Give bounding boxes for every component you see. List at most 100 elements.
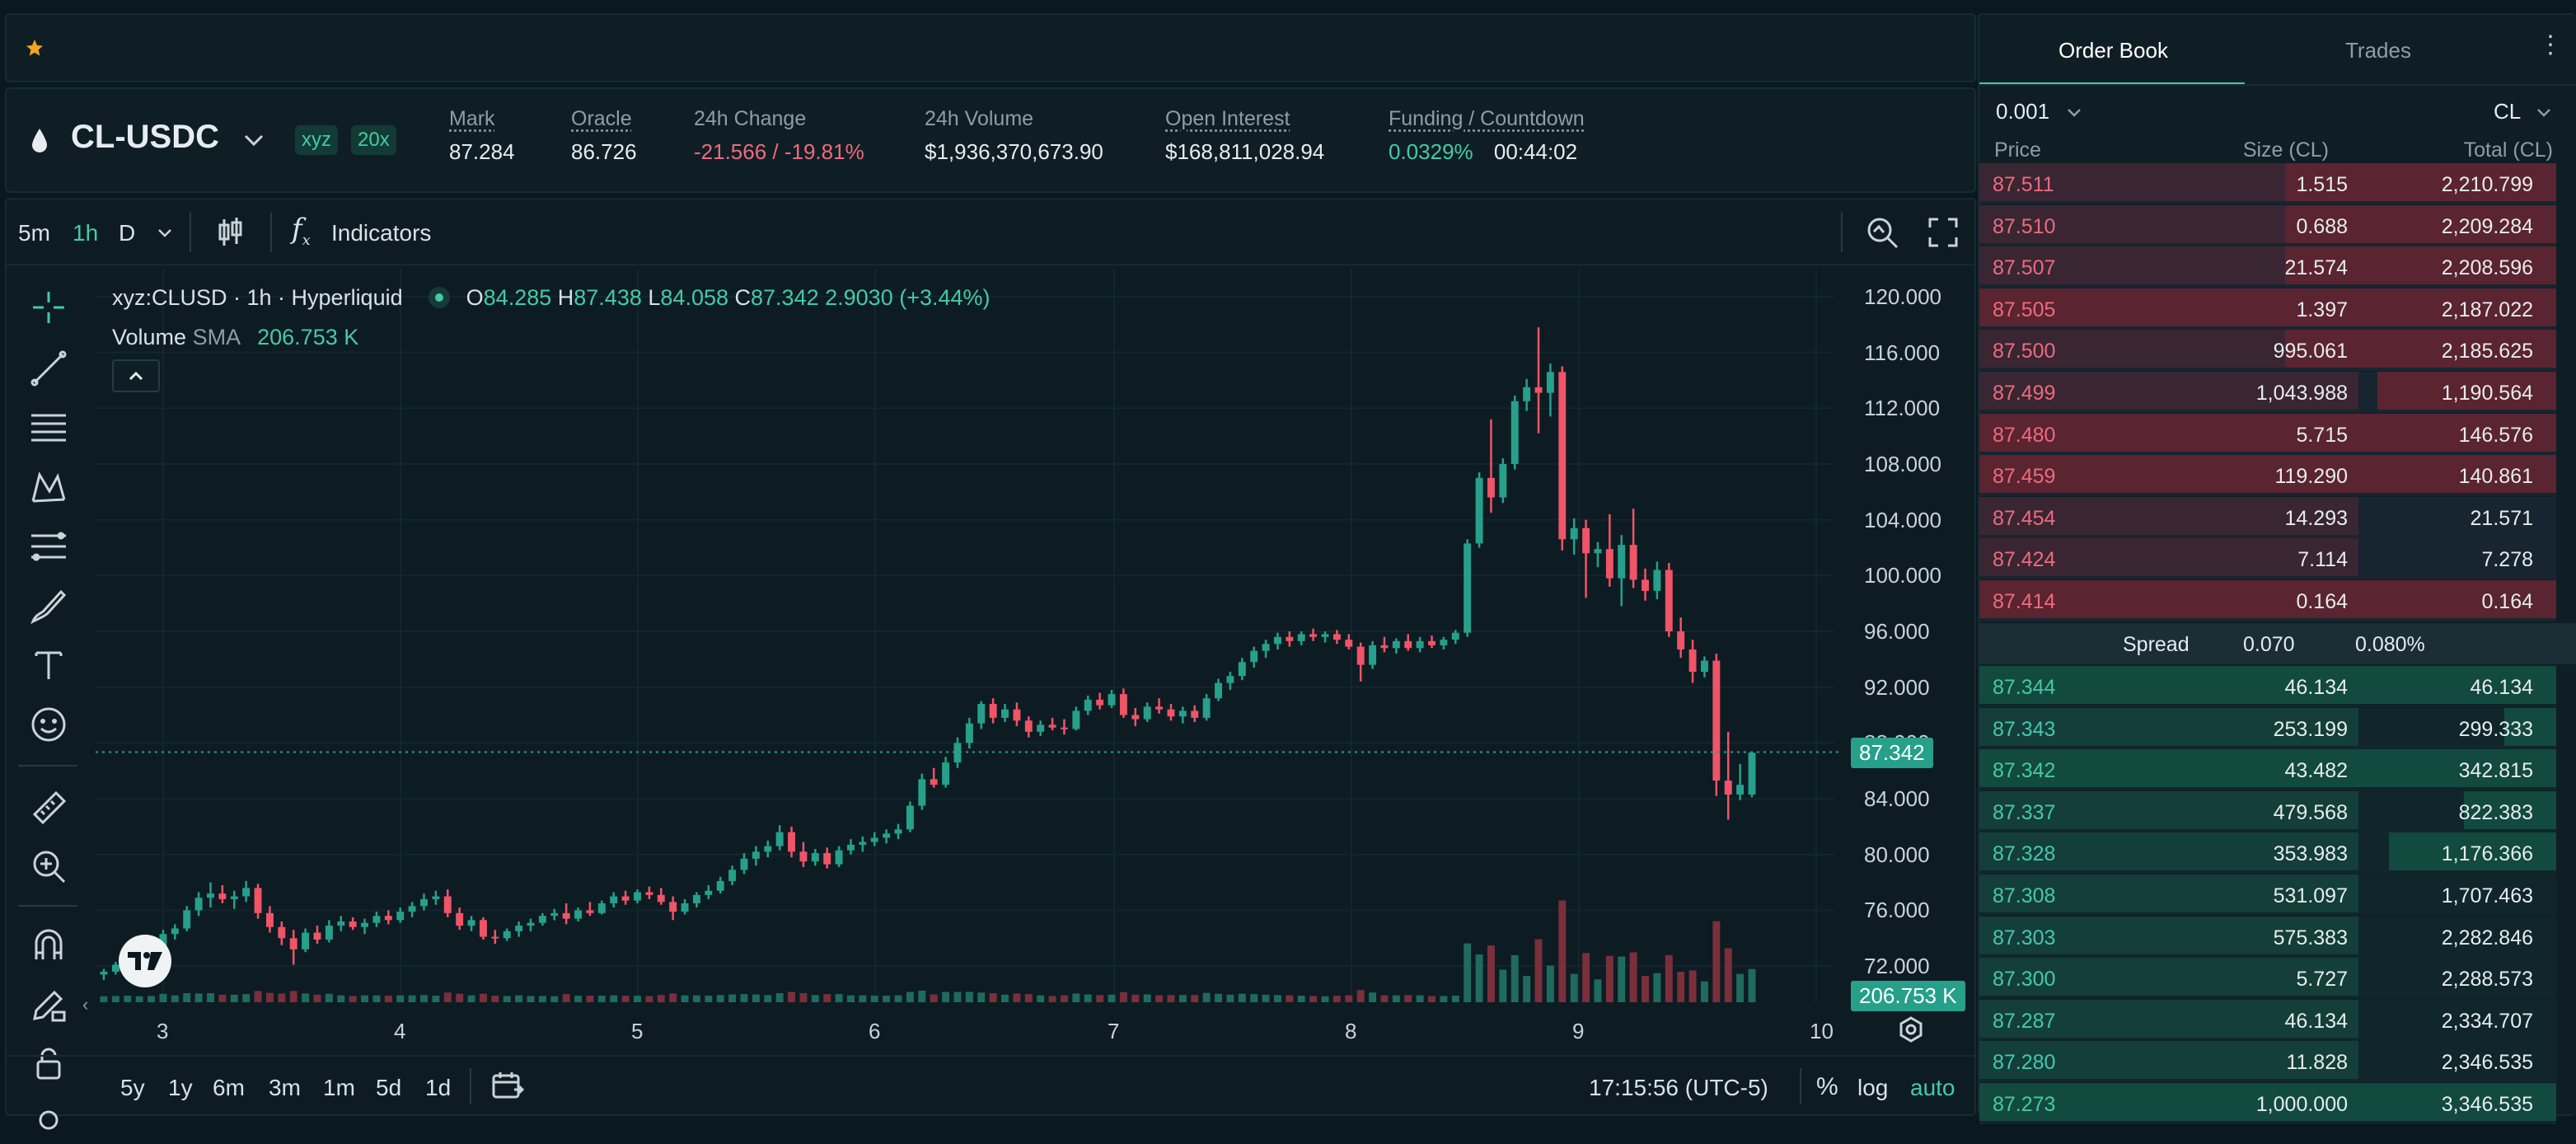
zoom-in-tool[interactable] (25, 842, 73, 890)
ask-row[interactable]: 87.414 0.164 0.164 (1979, 580, 2556, 621)
crosshair-tool[interactable] (25, 284, 73, 331)
volume-bar (1582, 953, 1590, 1002)
ask-row[interactable]: 87.500 995.061 2,185.625 (1979, 330, 2556, 372)
fib-tool[interactable] (25, 523, 73, 570)
bid-row[interactable]: 87.273 1,000.000 3,346.535 (1979, 1083, 2556, 1124)
candle-down (1096, 699, 1104, 706)
range-6m[interactable]: 6m (213, 1075, 245, 1100)
chart-panel (5, 198, 1976, 1116)
ask-row[interactable]: 87.454 14.293 21.571 (1979, 496, 2556, 538)
star-icon[interactable] (25, 38, 44, 58)
tick-size-value: 0.001 (1996, 99, 2050, 124)
more-menu-icon[interactable]: ⋮ (2538, 31, 2563, 59)
fx-icon[interactable]: fx (292, 213, 311, 249)
emoji-tool[interactable] (25, 701, 73, 748)
tab-trades[interactable]: Trades (2345, 38, 2411, 63)
volume-bar (1001, 994, 1009, 1002)
order-size: 253.199 (2273, 717, 2348, 741)
range-5y[interactable]: 5y (120, 1075, 145, 1100)
tick-size-select[interactable]: 0.001 (1996, 99, 2083, 124)
lock-pencil-tool[interactable] (25, 981, 73, 1029)
range-5d[interactable]: 5d (376, 1075, 402, 1100)
collapse-legend-button[interactable] (112, 359, 160, 392)
crosshair-icon (33, 292, 64, 323)
ask-row[interactable]: 87.459 119.290 140.861 (1979, 455, 2556, 497)
horizontal-lines-tool[interactable] (25, 404, 73, 452)
bid-row[interactable]: 87.300 5.727 2,288.573 (1979, 958, 2556, 1000)
unit-select[interactable]: CL (2494, 99, 2553, 124)
trendline-tool[interactable] (25, 345, 73, 392)
bid-row[interactable]: 87.328 353.983 1,176.366 (1979, 832, 2556, 874)
brush-tool[interactable] (25, 582, 73, 630)
eye-tool[interactable] (25, 1096, 73, 1144)
scroll-left-icon[interactable]: ‹ (82, 994, 89, 1015)
chart-clock[interactable]: 17:15:56 (UTC-5) (1589, 1075, 1768, 1100)
percent-toggle[interactable]: % (1816, 1073, 1838, 1100)
ask-row[interactable]: 87.424 7.114 7.278 (1979, 538, 2556, 580)
market-pair[interactable]: CL-USDC (71, 119, 219, 155)
bid-row[interactable]: 87.343 253.199 299.333 (1979, 707, 2556, 749)
ask-row[interactable]: 87.510 0.688 2,209.284 (1979, 204, 2556, 246)
candle-up (681, 903, 689, 912)
volume-bar (847, 995, 855, 1002)
bid-row[interactable]: 87.344 46.134 46.134 (1979, 666, 2556, 707)
range-1y[interactable]: 1y (168, 1075, 193, 1100)
volume-bar (337, 995, 345, 1002)
auto-toggle[interactable]: auto (1910, 1075, 1955, 1100)
candles-icon[interactable] (216, 216, 244, 249)
chevron-down-icon (2068, 109, 2082, 117)
candle-down (1724, 781, 1732, 795)
volume-bar (1618, 956, 1626, 1002)
order-size: 353.983 (2273, 842, 2348, 866)
zoom-in-icon (33, 851, 66, 884)
ask-row[interactable]: 87.511 1.515 2,210.799 (1979, 163, 2556, 204)
bid-row[interactable]: 87.337 479.568 822.383 (1979, 790, 2556, 832)
tradingview-logo[interactable] (119, 935, 171, 987)
range-1m[interactable]: 1m (323, 1075, 355, 1100)
order-size: 46.134 (2284, 676, 2348, 699)
ruler-tool[interactable] (25, 783, 73, 831)
timeframe-1h[interactable]: 1h (73, 220, 99, 246)
candle-up (1618, 545, 1626, 579)
range-3m[interactable]: 3m (269, 1075, 301, 1100)
bid-row[interactable]: 87.308 531.097 1,707.463 (1979, 874, 2556, 916)
ask-row[interactable]: 87.507 21.574 2,208.596 (1979, 246, 2556, 288)
candle-up (1475, 477, 1483, 544)
candlestick-chart[interactable] (96, 269, 1843, 1009)
stat-24h-change: 24h Change -21.566 / -19.81% (694, 107, 864, 165)
candle-down (1380, 645, 1389, 649)
fullscreen-icon[interactable] (1928, 218, 1958, 247)
zoom-search-icon[interactable] (1864, 214, 1900, 251)
text-tool[interactable] (25, 641, 73, 689)
chevron-down-icon[interactable] (242, 132, 265, 148)
volume-bar (977, 992, 986, 1002)
candle-up (574, 910, 582, 919)
ask-row[interactable]: 87.499 1,043.988 1,190.564 (1979, 372, 2556, 413)
magnet-tool[interactable] (25, 921, 73, 969)
ask-row[interactable]: 87.480 5.715 146.576 (1979, 413, 2556, 455)
bid-row[interactable]: 87.287 46.134 2,334.707 (1979, 999, 2556, 1041)
candle-up (859, 842, 867, 845)
settings-gear-icon[interactable] (1897, 1015, 1925, 1043)
indicators-button[interactable]: Indicators (331, 220, 432, 246)
size-bar (1979, 790, 2358, 829)
candle-down (586, 910, 594, 913)
pattern-tool[interactable] (25, 463, 73, 511)
lock-tool[interactable] (25, 1040, 73, 1088)
bid-row[interactable]: 87.280 11.828 2,346.535 (1979, 1041, 2556, 1083)
bid-row[interactable]: 87.303 575.383 2,282.846 (1979, 916, 2556, 958)
volume-bar (1392, 995, 1400, 1002)
tab-order-book[interactable]: Order Book (2058, 38, 2168, 63)
log-toggle[interactable]: log (1857, 1075, 1889, 1100)
volume-bar (669, 993, 677, 1002)
ask-row[interactable]: 87.505 1.397 2,187.022 (1979, 288, 2556, 330)
volume-bar (716, 995, 724, 1002)
timeframe-5m[interactable]: 5m (18, 220, 50, 246)
timeframe-d[interactable]: D (119, 220, 136, 246)
range-1d[interactable]: 1d (425, 1075, 452, 1100)
volume-bar (230, 994, 238, 1002)
bid-row[interactable]: 87.342 43.482 342.815 (1979, 749, 2556, 791)
calendar-range-icon[interactable] (491, 1071, 524, 1101)
candle-up (1464, 543, 1472, 633)
chevron-down-icon[interactable] (157, 227, 173, 239)
